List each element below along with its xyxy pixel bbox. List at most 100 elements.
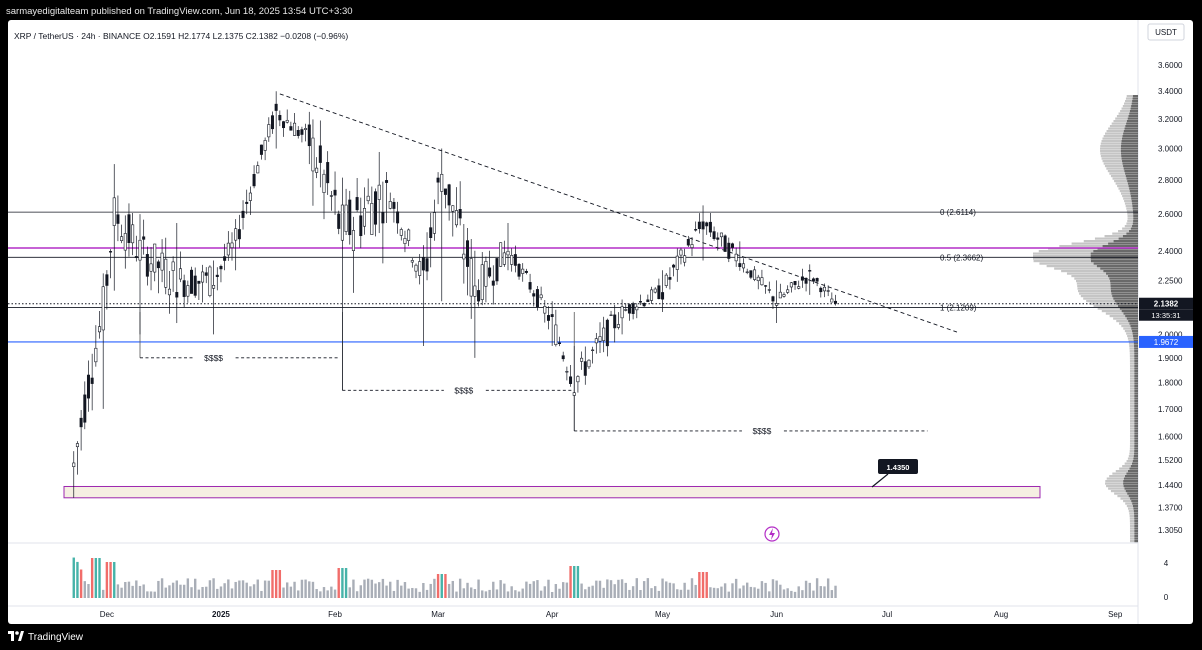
volume-profile-row-inner — [1132, 210, 1138, 213]
volume-profile-row — [1103, 135, 1138, 138]
volume-bar — [462, 588, 466, 598]
volume-bar — [411, 587, 414, 598]
volume-bar — [591, 585, 594, 598]
volume-profile-row-inner — [1134, 515, 1138, 518]
candle-body — [178, 268, 182, 280]
volume-profile-row — [1130, 417, 1138, 420]
target-zone-box[interactable] — [63, 485, 1041, 499]
volume-bar — [731, 583, 734, 598]
volume-bar — [661, 578, 664, 598]
volume-profile-row — [1109, 125, 1138, 128]
price-tick-label: 3.0000 — [1158, 145, 1183, 154]
candle-body — [167, 288, 171, 296]
chart-panel[interactable]: USDT 3.6000 3.4000 3.2000 3.0000 2.8000 2.600… — [8, 20, 1193, 624]
fib-level-label: 1 (2.1209) — [940, 303, 977, 312]
volume-profile-row-inner — [1127, 492, 1138, 495]
volume-bar — [481, 590, 484, 598]
volume-profile-row — [1076, 280, 1138, 283]
volume-bar — [587, 586, 591, 598]
target-callout[interactable]: 1.4350 — [871, 459, 918, 488]
time-axis[interactable]: Dec2025FebMarAprMayJunJulAugSepOct — [100, 610, 1193, 619]
candle-body — [256, 165, 260, 174]
volume-profile-row — [1129, 512, 1138, 515]
candle-body — [532, 293, 536, 297]
candle-body — [263, 140, 267, 151]
volume-profile-row-inner — [1134, 432, 1138, 435]
price-tick-label: 2.6000 — [1158, 210, 1183, 219]
volume-bar — [698, 572, 701, 598]
volume-profile-row-inner — [1134, 347, 1138, 350]
volume-profile-row — [1122, 465, 1138, 468]
candle-body — [734, 253, 738, 262]
volume-profile-row — [1112, 472, 1138, 475]
candle-body — [90, 377, 94, 384]
volume-profile-row — [1113, 120, 1138, 123]
candle-body — [727, 242, 731, 259]
volume-profile-row-inner — [1132, 100, 1138, 103]
volume-bar — [484, 591, 488, 598]
descending-trendline[interactable] — [279, 93, 958, 333]
volume-profile-row-inner — [1134, 385, 1138, 388]
volume-profile-row — [1130, 412, 1138, 415]
volume-bar — [359, 585, 362, 598]
time-tick-label: May — [655, 610, 670, 619]
volume-profile-row-inner — [1125, 475, 1138, 478]
candle-body — [318, 145, 322, 163]
volume-bar — [190, 587, 193, 598]
candle-body — [815, 278, 819, 282]
volume-bar — [602, 587, 605, 598]
tradingview-footer[interactable]: TradingView — [8, 631, 83, 644]
symbol-ohlc-line: XRP / TetherUS · 24h · BINANCE O2.1591 H… — [14, 31, 349, 41]
volume-profile-row — [1121, 192, 1138, 195]
price-axis[interactable]: 3.6000 3.4000 3.2000 3.0000 2.8000 2.6000 2.40… — [1158, 61, 1183, 535]
volume-profile-row — [1101, 140, 1138, 143]
fib-retracement[interactable]: 0 (2.6114) 0.5 (2.3662) 1 (2.1209) — [8, 208, 1138, 312]
volume-bar — [506, 591, 510, 598]
volume-profile-row — [1033, 260, 1138, 263]
candle-body — [753, 269, 757, 280]
candle-body — [131, 224, 135, 244]
volume-bar — [149, 591, 153, 598]
candle-body — [797, 286, 801, 289]
candle-body — [675, 255, 679, 270]
candle-body — [477, 290, 481, 302]
volume-profile-row — [1118, 230, 1138, 233]
volume-bar — [87, 584, 90, 598]
volume-profile-row — [1127, 215, 1138, 218]
volume-bar — [569, 566, 572, 598]
liquidity-levels[interactable]: $$$$ $$$$ $$$$ — [139, 311, 928, 436]
volume-profile-row-inner — [1123, 485, 1138, 488]
candle-body — [307, 124, 311, 147]
lightning-icon[interactable] — [764, 526, 780, 542]
volume-profile-row-inner — [1133, 337, 1138, 340]
volume-bar — [525, 581, 528, 598]
price-chart[interactable]: USDT 3.6000 3.4000 3.2000 3.0000 2.8000 2.600… — [8, 20, 1193, 624]
volume-profile-row — [1066, 272, 1138, 275]
volume-profile-row-inner — [1133, 335, 1138, 338]
volume-profile-row-inner — [1122, 135, 1138, 138]
volume-profile-row-inner — [1134, 352, 1138, 355]
candle-body — [443, 188, 447, 195]
price-tick-label: 2.2500 — [1158, 276, 1183, 285]
volume-profile-row-inner — [1134, 427, 1138, 430]
volume-bar — [363, 579, 366, 598]
candle-body — [351, 230, 355, 251]
volume-profile-row — [1127, 212, 1138, 215]
volume-profile-row-inner — [1134, 405, 1138, 408]
volume-profile-row-inner — [1121, 155, 1138, 158]
candle-body — [616, 324, 620, 328]
volume-profile-row — [1033, 257, 1138, 260]
volume-profile-row-inner — [1134, 392, 1138, 395]
volume-bar — [138, 585, 142, 598]
price-tick-label: 1.5200 — [1158, 456, 1183, 465]
volume-profile-row — [1105, 480, 1138, 483]
volume-profile-row — [1130, 402, 1138, 405]
candle-body — [407, 229, 411, 241]
volume-bar — [72, 557, 75, 598]
volume-profile-row — [1129, 390, 1138, 393]
currency-box[interactable] — [1147, 23, 1185, 41]
volume-bar — [289, 586, 293, 598]
volume-profile-row-inner — [1134, 442, 1138, 445]
countdown-tag — [1139, 309, 1193, 321]
volume-profile-row-inner — [1134, 430, 1138, 433]
